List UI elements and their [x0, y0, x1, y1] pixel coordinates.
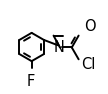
Text: N: N: [54, 40, 64, 55]
Text: Cl: Cl: [81, 57, 95, 72]
Text: F: F: [26, 74, 34, 89]
Text: O: O: [84, 19, 96, 34]
